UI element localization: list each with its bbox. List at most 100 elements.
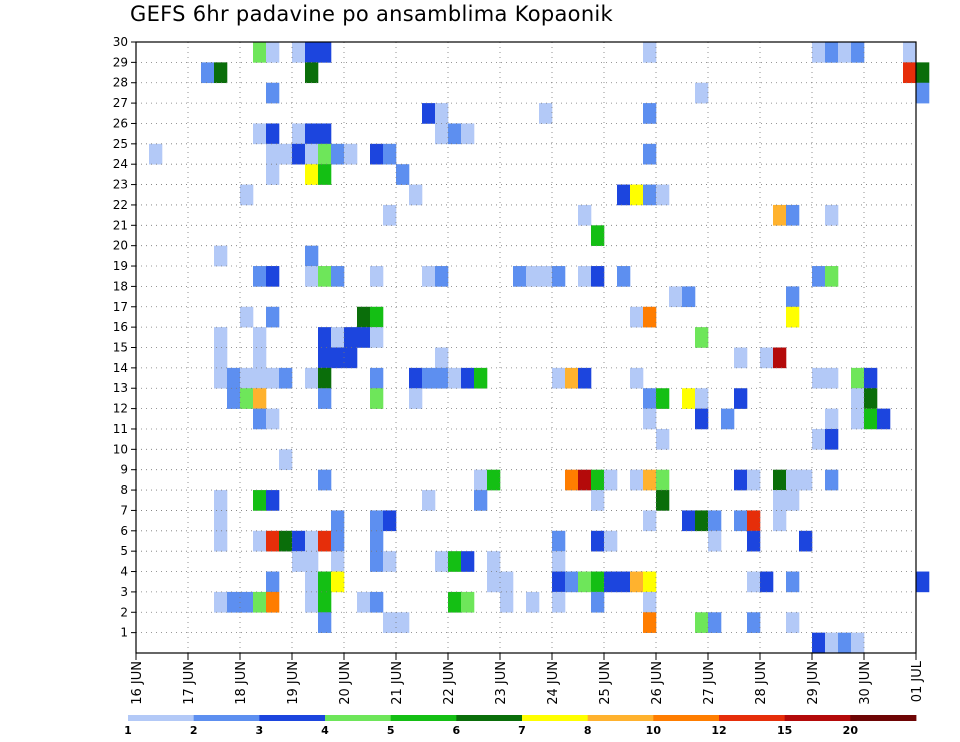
data-cell (227, 367, 241, 389)
data-cell (851, 388, 865, 409)
data-cell (435, 123, 449, 145)
x-tick-label: 22 JUN (442, 661, 457, 705)
y-tick-label: 22 (113, 198, 128, 212)
y-tick-label: 6 (120, 524, 128, 538)
data-cell (851, 408, 865, 430)
data-cell (591, 266, 605, 287)
data-cell (253, 530, 267, 552)
data-cell (708, 510, 722, 532)
data-cell (344, 327, 358, 348)
data-cell (331, 143, 345, 165)
data-cell (318, 469, 332, 491)
data-cell (214, 62, 228, 84)
data-cell (383, 551, 397, 572)
data-cell (591, 490, 605, 511)
data-cell (370, 367, 384, 389)
data-cell (357, 591, 371, 613)
data-cell (630, 469, 644, 491)
x-tick-label: 29 JUN (806, 661, 821, 705)
data-cell (500, 591, 514, 613)
data-cell (552, 530, 566, 552)
colorbar-segment (456, 715, 523, 721)
x-tick-label: 20 JUN (338, 661, 353, 705)
data-cell (747, 612, 761, 633)
data-cell (773, 204, 787, 226)
data-cell (526, 266, 540, 287)
data-cell (773, 510, 787, 532)
y-tick-label: 13 (113, 381, 128, 395)
data-cell (435, 367, 449, 389)
data-cell (721, 408, 735, 430)
data-cell (552, 551, 566, 572)
x-tick-label: 27 JUN (702, 661, 717, 705)
data-cell (227, 388, 241, 409)
data-cell (513, 266, 527, 287)
colorbar-label: 6 (453, 724, 461, 737)
data-cell (422, 490, 436, 511)
data-cell (305, 551, 319, 572)
data-cell (760, 347, 774, 369)
data-cell (318, 388, 332, 409)
data-cell (643, 612, 657, 633)
data-cell (331, 327, 345, 348)
data-cell (266, 490, 280, 511)
data-cell (435, 347, 449, 369)
y-tick-label: 25 (113, 137, 128, 151)
data-cell (292, 551, 306, 572)
data-cell (214, 347, 228, 369)
data-cell (318, 143, 332, 165)
y-tick-label: 21 (113, 218, 128, 232)
data-cell (591, 571, 605, 593)
data-cell (799, 530, 813, 552)
data-cell (747, 571, 761, 593)
colorbar-label: 15 (777, 724, 792, 737)
data-cell (695, 82, 709, 104)
data-cell (331, 530, 345, 552)
colorbar-segment (522, 715, 589, 721)
data-cell (318, 164, 332, 185)
data-cell (643, 306, 657, 328)
data-cell (916, 82, 930, 104)
data-cell (786, 612, 800, 633)
y-tick-label: 19 (113, 259, 128, 273)
data-cell (370, 306, 384, 328)
data-cell (461, 123, 475, 145)
data-cell (474, 367, 488, 389)
colorbar-segment (259, 715, 326, 721)
data-cell (331, 266, 345, 287)
data-cell (266, 306, 280, 328)
x-tick-label: 24 JUN (546, 661, 561, 705)
data-cell (552, 591, 566, 613)
x-tick-label: 18 JUN (234, 661, 249, 705)
data-cell (214, 245, 228, 267)
data-cell (331, 571, 345, 593)
x-tick-label: 16 JUN (130, 661, 145, 705)
colorbar-label: 5 (387, 724, 395, 737)
y-tick-label: 29 (113, 55, 128, 69)
data-cell (253, 266, 267, 287)
y-tick-label: 27 (113, 96, 128, 110)
data-cell (734, 388, 748, 409)
y-tick-label: 17 (113, 300, 128, 314)
x-tick-label: 25 JUN (598, 661, 613, 705)
data-cell (409, 388, 423, 409)
data-cell (370, 388, 384, 409)
data-cell (903, 42, 917, 63)
data-cell (656, 428, 670, 450)
data-cell (838, 42, 852, 63)
data-cell (331, 347, 345, 369)
data-cell (240, 367, 254, 389)
data-cell (461, 367, 475, 389)
data-cell (266, 42, 280, 63)
y-tick-label: 18 (113, 279, 128, 293)
data-cell (578, 204, 592, 226)
colorbar-segment (325, 715, 392, 721)
data-cell (266, 164, 280, 185)
colorbar-segment (128, 715, 195, 721)
data-cell (630, 306, 644, 328)
data-cell (916, 571, 930, 593)
data-cell (266, 591, 280, 613)
data-cell (448, 367, 462, 389)
data-cell (565, 571, 579, 593)
data-cell (227, 591, 241, 613)
